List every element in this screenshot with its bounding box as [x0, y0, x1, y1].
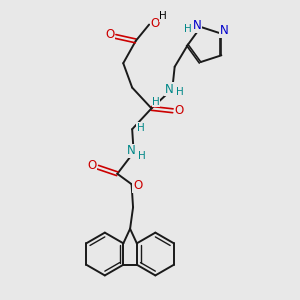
Text: N: N [165, 82, 174, 96]
Text: N: N [127, 144, 136, 158]
Text: N: N [220, 24, 229, 37]
Text: H: H [176, 87, 184, 97]
Text: O: O [133, 179, 142, 192]
Text: O: O [174, 104, 184, 117]
Text: H: H [184, 24, 192, 34]
Text: N: N [193, 19, 202, 32]
Text: O: O [87, 159, 97, 172]
Text: H: H [136, 123, 144, 133]
Text: H: H [138, 151, 146, 161]
Text: O: O [105, 28, 114, 41]
Text: O: O [150, 16, 160, 30]
Text: H: H [152, 97, 160, 107]
Text: H: H [160, 11, 167, 21]
